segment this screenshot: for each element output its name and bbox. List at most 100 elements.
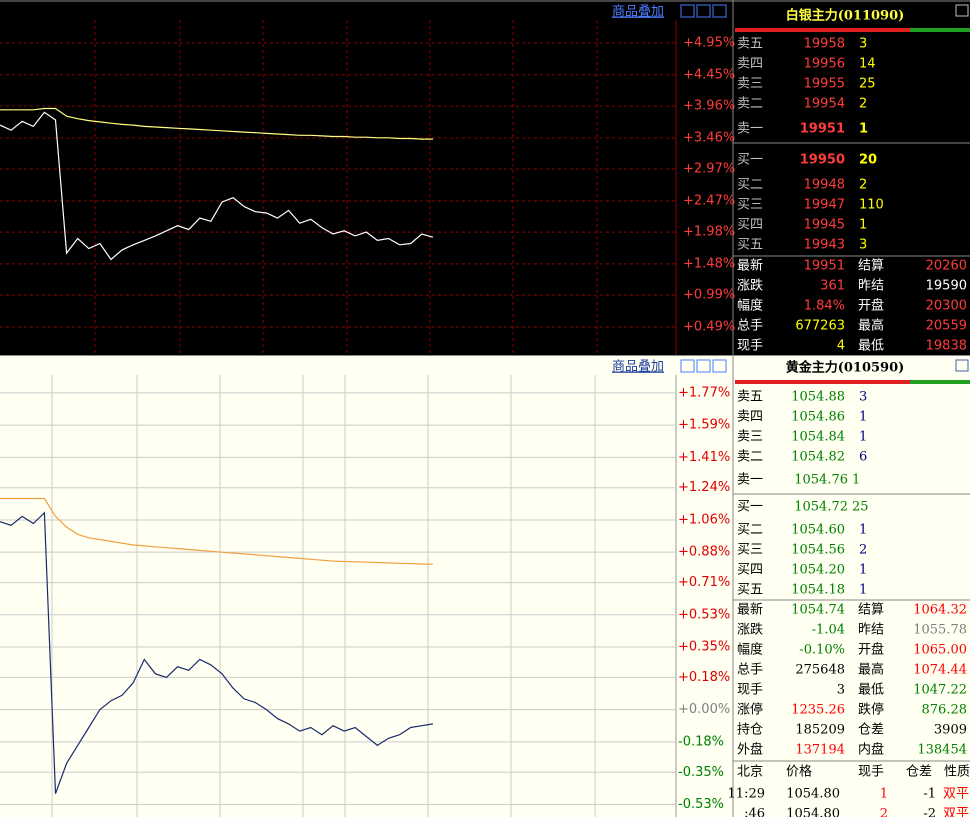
toolbar-link[interactable]: 商品叠加 — [612, 5, 664, 20]
y-tick-label: +0.53% — [678, 607, 730, 622]
stat-label: 结算 — [858, 259, 884, 274]
stat-value: 1064.32 — [913, 603, 967, 618]
price-line — [0, 497, 433, 565]
stat-label: 最高 — [858, 662, 884, 678]
book-label: 卖二 — [737, 450, 763, 465]
stat-label: 最低 — [858, 339, 884, 354]
book-label: 卖二 — [737, 97, 763, 112]
y-tick-label: +2.97% — [683, 162, 735, 177]
book-volume: 3 — [859, 238, 867, 253]
stat-value: 19590 — [926, 279, 967, 294]
book-price: 1054.76 — [794, 473, 848, 488]
top-panel-bg — [0, 0, 970, 355]
stat-label: 仓差 — [858, 723, 884, 738]
book-volume: 1 — [859, 218, 867, 233]
y-tick-label: +2.47% — [683, 193, 735, 208]
book-price: 1054.72 — [794, 500, 848, 515]
book-label: 买三 — [737, 198, 763, 213]
book-volume: 1 — [859, 563, 867, 578]
y-tick-label: +1.24% — [678, 480, 730, 495]
book-volume: 110 — [859, 198, 884, 213]
stat-label: 结算 — [858, 603, 884, 618]
book-label: 卖三 — [737, 77, 763, 92]
book-volume: 14 — [859, 57, 876, 72]
book-price: 19955 — [804, 77, 845, 92]
toolbar-button[interactable] — [712, 4, 727, 18]
stat-value: 1047.22 — [913, 683, 967, 698]
window-button[interactable] — [955, 4, 969, 17]
book-price: 19958 — [804, 37, 845, 52]
stat-label: 现手 — [737, 339, 763, 354]
quote-title: 白银主力(011090) — [786, 8, 905, 24]
y-tick-label: +1.98% — [683, 225, 735, 240]
y-tick-label: -0.18% — [678, 734, 724, 749]
book-price: 1054.84 — [791, 430, 845, 445]
toolbar-link[interactable]: 商品叠加 — [612, 360, 664, 375]
toolbar-button[interactable] — [680, 4, 695, 18]
trades-header: 价格 — [786, 764, 812, 780]
change-bar-down — [910, 380, 970, 384]
stat-label: 开盘 — [858, 642, 884, 658]
book-label: 卖四 — [737, 57, 763, 72]
book-label: 买一 — [737, 153, 763, 168]
stat-label: 持仓 — [737, 723, 763, 738]
book-price: 19951 — [800, 122, 845, 137]
trade-cell: 1054.80 — [786, 807, 840, 817]
stat-label: 涨跌 — [737, 278, 763, 294]
trade-cell: -2 — [923, 807, 936, 817]
book-price: 1054.18 — [791, 583, 845, 598]
book-volume: 2 — [859, 97, 867, 112]
stat-label: 总手 — [737, 319, 763, 334]
price-line — [0, 107, 433, 140]
stat-value: 361 — [820, 279, 845, 294]
stat-value: 1.84% — [804, 299, 845, 314]
stat-value: 4 — [837, 339, 845, 354]
book-volume: 1 — [859, 430, 867, 445]
change-bar-up — [735, 28, 910, 32]
book-label: 买四 — [737, 218, 763, 233]
trade-cell: -1 — [923, 787, 936, 802]
stat-label: 最高 — [858, 318, 884, 334]
book-volume: 1 — [859, 410, 867, 425]
book-price: 1054.82 — [791, 450, 845, 465]
bottom-chart-bg — [0, 355, 733, 817]
y-tick-label: +0.88% — [678, 545, 730, 560]
stat-value: 1054.74 — [791, 603, 845, 618]
stat-label: 最低 — [858, 683, 884, 698]
trade-cell: 2 — [880, 807, 888, 817]
stat-value: -0.10% — [799, 643, 845, 658]
book-label: 买二 — [737, 178, 763, 193]
book-volume: 25 — [852, 500, 869, 515]
stat-label: 开盘 — [858, 298, 884, 314]
toolbar-button[interactable] — [696, 4, 711, 18]
book-label: 买五 — [737, 583, 763, 598]
stat-value: 20300 — [926, 299, 967, 314]
y-tick-label: +0.00% — [678, 702, 730, 717]
toolbar-button[interactable] — [680, 359, 695, 373]
toolbar-button[interactable] — [696, 359, 711, 373]
toolbar-button[interactable] — [712, 359, 727, 373]
book-volume: 3 — [859, 37, 867, 52]
stat-value: 1055.78 — [913, 623, 967, 638]
stat-label: 最新 — [737, 602, 763, 618]
y-tick-label: +1.48% — [683, 256, 735, 271]
y-tick-label: -0.35% — [678, 765, 724, 780]
book-price: 1054.86 — [791, 410, 845, 425]
quote-title: 黄金主力(010590) — [786, 360, 905, 376]
book-label: 卖一 — [737, 473, 763, 488]
stat-value: 185209 — [795, 723, 845, 738]
bottom-quote-bg — [733, 355, 970, 817]
book-price: 19943 — [804, 238, 845, 253]
window-button[interactable] — [955, 359, 969, 372]
book-volume: 3 — [859, 390, 867, 405]
stat-value: -1.04 — [812, 623, 845, 638]
book-volume: 1 — [859, 523, 867, 538]
stat-label: 涨停 — [737, 702, 763, 718]
book-price: 19945 — [804, 218, 845, 233]
y-tick-label: +0.35% — [678, 640, 730, 655]
book-price: 1054.60 — [791, 523, 845, 538]
stat-value: 3 — [837, 683, 845, 698]
book-label: 买五 — [737, 238, 763, 253]
